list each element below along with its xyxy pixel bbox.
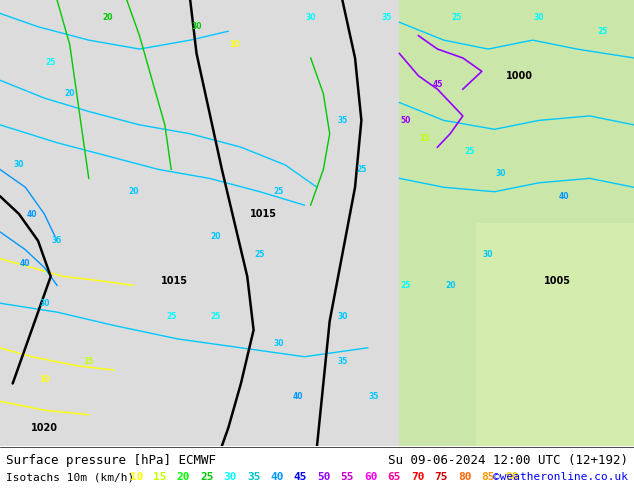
Text: 65: 65 xyxy=(387,472,401,482)
Text: 45: 45 xyxy=(432,80,443,89)
Text: 40: 40 xyxy=(270,472,284,482)
Text: 15: 15 xyxy=(84,357,94,366)
Text: 50: 50 xyxy=(317,472,331,482)
Text: 70: 70 xyxy=(411,472,425,482)
Text: 30: 30 xyxy=(274,339,284,348)
Text: 20: 20 xyxy=(445,281,455,290)
Text: 20: 20 xyxy=(128,187,138,196)
Text: 30: 30 xyxy=(496,170,506,178)
Text: 20: 20 xyxy=(65,89,75,98)
Text: 25: 25 xyxy=(464,147,474,156)
Bar xyxy=(476,223,634,446)
Text: 25: 25 xyxy=(210,312,221,321)
Text: 45: 45 xyxy=(294,472,307,482)
Text: 15: 15 xyxy=(420,134,430,143)
Text: 1015: 1015 xyxy=(250,209,276,219)
Text: 25: 25 xyxy=(274,187,284,196)
Text: 10: 10 xyxy=(230,40,240,49)
Text: 30: 30 xyxy=(223,472,237,482)
Text: 35: 35 xyxy=(382,13,392,23)
Text: 60: 60 xyxy=(364,472,378,482)
Text: 30: 30 xyxy=(39,299,49,308)
Text: 25: 25 xyxy=(451,13,462,23)
Text: 25: 25 xyxy=(401,281,411,290)
Text: 25: 25 xyxy=(356,165,366,174)
Text: 35: 35 xyxy=(52,236,62,245)
Text: 40: 40 xyxy=(20,259,30,268)
Text: 35: 35 xyxy=(337,116,347,125)
Text: 30: 30 xyxy=(337,312,347,321)
Text: Su 09-06-2024 12:00 UTC (12+192): Su 09-06-2024 12:00 UTC (12+192) xyxy=(387,454,628,467)
Text: 30: 30 xyxy=(14,161,24,170)
Text: 1020: 1020 xyxy=(31,423,58,433)
Text: Isotachs 10m (km/h): Isotachs 10m (km/h) xyxy=(6,472,134,482)
Text: 20: 20 xyxy=(176,472,190,482)
Text: 25: 25 xyxy=(46,58,56,67)
Text: 25: 25 xyxy=(255,250,265,259)
Text: 75: 75 xyxy=(434,472,448,482)
Text: 85: 85 xyxy=(481,472,495,482)
Text: 40: 40 xyxy=(293,392,303,401)
Text: 1005: 1005 xyxy=(545,276,571,286)
Text: 25: 25 xyxy=(200,472,214,482)
Text: Surface pressure [hPa] ECMWF: Surface pressure [hPa] ECMWF xyxy=(6,454,216,467)
Text: 10: 10 xyxy=(39,374,49,384)
Text: 55: 55 xyxy=(340,472,354,482)
Text: 35: 35 xyxy=(247,472,261,482)
Text: 30: 30 xyxy=(306,13,316,23)
Text: 25: 25 xyxy=(166,312,176,321)
Text: 80: 80 xyxy=(458,472,472,482)
Text: 40: 40 xyxy=(559,192,569,201)
Text: 30: 30 xyxy=(534,13,544,23)
Text: 40: 40 xyxy=(27,210,37,219)
Text: 20: 20 xyxy=(103,13,113,23)
Bar xyxy=(399,0,634,446)
Text: ©weatheronline.co.uk: ©weatheronline.co.uk xyxy=(493,472,628,482)
Text: 1015: 1015 xyxy=(161,276,188,286)
Text: 35: 35 xyxy=(337,357,347,366)
Text: 30: 30 xyxy=(191,22,202,31)
Text: 10: 10 xyxy=(129,472,143,482)
Text: 50: 50 xyxy=(401,116,411,125)
Text: 25: 25 xyxy=(597,27,607,36)
Text: 15: 15 xyxy=(153,472,167,482)
Text: 1000: 1000 xyxy=(507,71,533,81)
Text: 90: 90 xyxy=(505,472,519,482)
Text: 20: 20 xyxy=(210,232,221,241)
Text: 35: 35 xyxy=(369,392,379,401)
Text: 30: 30 xyxy=(483,250,493,259)
